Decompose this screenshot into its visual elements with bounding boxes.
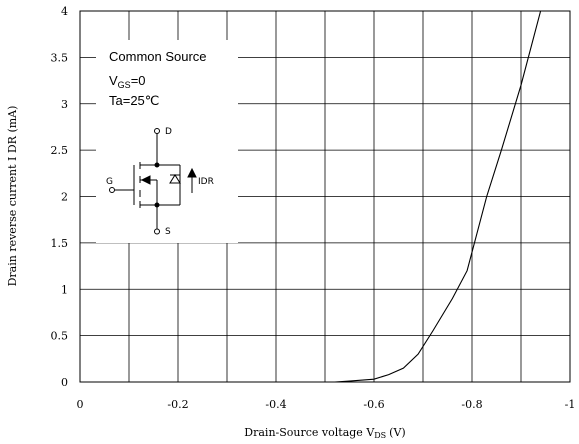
x-tick-label: -0.6 xyxy=(363,398,384,411)
condition-vgs-sub: GS xyxy=(118,80,131,90)
y-axis-label: Drain reverse current I DR (mA) xyxy=(6,106,19,287)
y-tick-label: 1 xyxy=(61,283,68,296)
condition-vgs-value: =0 xyxy=(131,73,146,88)
x-tick-label: 0 xyxy=(77,398,84,411)
x-tick-labels: 0 -0.2 -0.4 -0.6 -0.8 -1 xyxy=(77,398,576,411)
y-tick-label: 1.5 xyxy=(51,237,69,250)
x-tick-label: -1 xyxy=(565,398,576,411)
condition-ta: Ta=25℃ xyxy=(109,93,159,108)
y-tick-label: 3 xyxy=(61,98,68,111)
x-axis-label-sub: DS xyxy=(374,431,386,440)
x-tick-label: -0.8 xyxy=(461,398,482,411)
mosfet-symbol-icon xyxy=(109,128,197,235)
legend-box xyxy=(96,40,238,243)
y-tick-label: 2 xyxy=(61,191,68,204)
x-tick-label: -0.4 xyxy=(265,398,286,411)
x-axis-label: Drain-Source voltage VDS (V) xyxy=(244,426,405,440)
symbol-label-drain: D xyxy=(165,127,172,137)
y-tick-label: 2.5 xyxy=(51,144,69,157)
symbol-label-gate: G xyxy=(106,177,113,187)
x-tick-label: -0.2 xyxy=(167,398,188,411)
x-axis-label-text: Drain-Source voltage xyxy=(244,426,363,439)
condition-vgs: VGS=0 xyxy=(109,73,146,90)
x-axis-label-unit: (V) xyxy=(389,426,406,439)
condition-common-source: Common Source xyxy=(109,49,207,64)
series-line xyxy=(334,10,542,383)
symbol-label-source: S xyxy=(165,227,171,237)
symbol-label-current: IDR xyxy=(198,177,214,187)
y-tick-labels: 0 0.5 1 1.5 2 2.5 3 3.5 4 xyxy=(51,5,69,389)
y-tick-label: 0 xyxy=(61,376,68,389)
x-axis-label-symbol: V xyxy=(365,426,375,439)
plot-frame xyxy=(79,10,571,383)
y-tick-label: 0.5 xyxy=(51,330,69,343)
condition-vgs-symbol: V xyxy=(109,73,118,88)
y-tick-label: 3.5 xyxy=(51,51,69,64)
y-tick-label: 4 xyxy=(61,5,68,18)
